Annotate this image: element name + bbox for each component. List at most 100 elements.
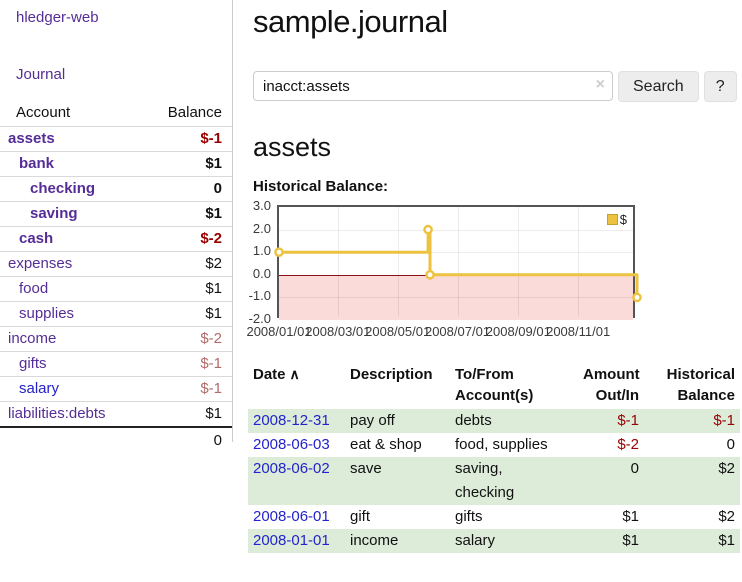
account-balance: $-1 [200,355,222,372]
account-link[interactable]: income [8,330,57,347]
accounts-header-account: Account [16,104,71,121]
transaction-accounts: salary [455,532,496,549]
negative-region [279,274,633,320]
account-balance: $1 [205,305,222,322]
chart-section-label: Historical Balance: [253,178,389,195]
y-axis-tick-label: 1.0 [252,243,271,259]
sidebar-item-journal[interactable]: Journal [16,66,66,83]
account-row: expenses $2 [0,251,232,277]
sidebar: hledger-web Journal Account Balance asse… [0,0,233,449]
data-point-marker [274,247,284,258]
sort-ascending-icon: ∧ [289,366,300,382]
app-title-link[interactable]: hledger-web [16,9,99,26]
transaction-description: eat & shop [350,436,422,453]
transaction-date-link[interactable]: 2008-06-02 [253,460,330,477]
account-balance: $-1 [200,130,222,147]
account-balance: $1 [205,155,222,172]
account-balance: $1 [205,280,222,297]
account-row: supplies $1 [0,301,232,327]
account-row: liabilities:debts $1 [0,401,232,428]
transaction-balance: $1 [718,532,735,549]
account-link[interactable]: liabilities:debts [8,405,106,422]
transaction-row: 2008-12-31 pay off debts $-1 $-1 [248,409,740,433]
data-point-marker [632,292,642,303]
register-table: Date ∧ Description To/From Account(s) Amo… [248,364,740,553]
account-balance: $2 [205,255,222,272]
account-row: income $-2 [0,326,232,352]
transaction-description: income [350,532,399,549]
x-axis-tick-label: 2008/05/01 [365,324,431,339]
register-table-body: 2008-12-31 pay off debts $-1 $-1 2008-06… [248,409,740,553]
transaction-row: 2008-01-01 income salary $1 $1 [248,529,740,553]
account-link[interactable]: saving [30,205,78,222]
account-row: cash $-2 [0,226,232,252]
account-balance: $-2 [200,330,222,347]
y-axis-tick-label: -1.0 [248,288,271,304]
account-row: assets $-1 [0,126,232,152]
account-link[interactable]: cash [19,230,54,247]
search-input[interactable] [253,71,613,101]
account-link[interactable]: expenses [8,255,73,272]
transaction-row: 2008-06-03 eat & shop food, supplies $-2… [248,433,740,457]
account-row: checking 0 [0,176,232,202]
accounts-total-value: 0 [213,432,222,449]
y-axis-tick-label: -2.0 [248,311,271,326]
transaction-amount: $1 [622,532,639,549]
accounts-table-body: assets $-1 bank $1 checking 0 saving $1 … [0,126,232,428]
account-link[interactable]: gifts [19,355,47,372]
gridline [457,207,459,316]
account-row: gifts $-1 [0,351,232,377]
balance-line [279,228,639,298]
x-axis-tick-label: 2008/09/01 [485,324,551,339]
register-header-amount: Amount Out/In [583,366,640,404]
transaction-amount: 0 [630,460,639,477]
account-link[interactable]: assets [8,130,55,147]
y-axis-tick-label: 2.0 [252,220,271,236]
page-title: sample.journal [253,4,448,39]
chart-series [274,224,642,303]
gridline [279,252,633,254]
search-button[interactable]: Search [618,71,699,102]
legend-swatch [606,214,618,225]
account-row: saving $1 [0,201,232,227]
gridline [578,207,580,316]
y-axis-tick-label: 3.0 [252,198,271,213]
transaction-accounts: saving, checking [455,460,515,501]
account-link[interactable]: bank [19,155,55,172]
gridline [279,297,633,299]
register-header-description: Description [350,366,433,383]
account-balance: $-1 [200,380,222,397]
data-point-marker [423,224,433,235]
transaction-accounts: gifts [455,508,483,525]
clear-search-icon[interactable]: × [595,76,605,93]
accounts-header-balance: Balance [167,104,222,121]
historical-balance-chart: $ 3.0 2.0 1.0 0.0 -1.0 -2.0 2008/01/01 2008/03/… [245,198,738,351]
legend-label: $ [619,212,627,227]
register-header-date[interactable]: Date ∧ [253,366,300,383]
y-axis-tick-label: 0.0 [252,265,271,281]
data-point-marker [425,270,435,280]
search-bar: × Search ? [253,71,738,102]
account-link[interactable]: supplies [19,305,75,322]
transaction-description: gift [350,508,371,525]
transaction-date-link[interactable]: 2008-12-31 [253,412,330,429]
transaction-date-link[interactable]: 2008-06-01 [253,508,330,525]
register-header-accounts: To/From Account(s) [455,366,534,404]
register-header-balance: Historical Balance [666,366,735,404]
transaction-balance: 0 [726,436,735,453]
transaction-date-link[interactable]: 2008-01-01 [253,532,330,549]
account-link[interactable]: food [19,280,49,297]
transaction-accounts: debts [455,412,492,429]
transaction-row: 2008-06-01 gift gifts $1 $2 [248,505,740,529]
help-button[interactable]: ? [703,71,737,102]
gridline [397,207,399,316]
accounts-table: Account Balance assets $-1 bank $1 check… [0,102,232,454]
accounts-total-row: 0 [0,427,232,454]
account-row: salary $-1 [0,376,232,402]
account-link[interactable]: checking [30,180,96,197]
transaction-balance: $2 [718,460,735,477]
transaction-date-link[interactable]: 2008-06-03 [253,436,330,453]
account-balance: $1 [205,205,222,222]
chart-plot-area: $ [274,205,642,320]
account-link[interactable]: salary [19,380,60,397]
